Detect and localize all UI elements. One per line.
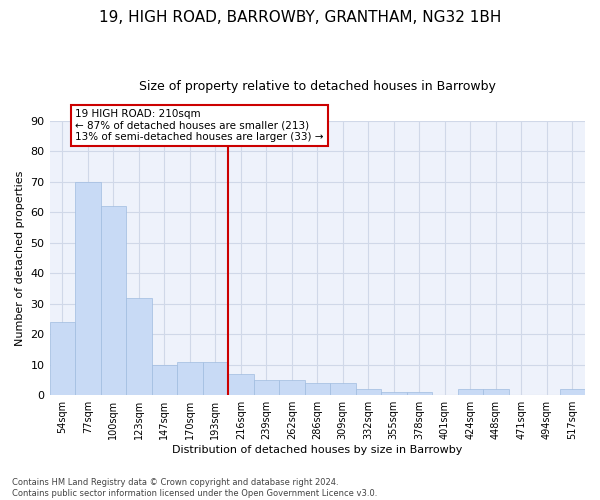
Bar bbox=[279, 380, 305, 395]
Bar bbox=[254, 380, 279, 395]
Bar bbox=[177, 362, 203, 395]
Bar bbox=[101, 206, 126, 395]
Bar bbox=[560, 389, 585, 395]
Bar bbox=[152, 364, 177, 395]
X-axis label: Distribution of detached houses by size in Barrowby: Distribution of detached houses by size … bbox=[172, 445, 463, 455]
Text: 19, HIGH ROAD, BARROWBY, GRANTHAM, NG32 1BH: 19, HIGH ROAD, BARROWBY, GRANTHAM, NG32 … bbox=[99, 10, 501, 25]
Bar bbox=[483, 389, 509, 395]
Bar bbox=[228, 374, 254, 395]
Bar bbox=[381, 392, 407, 395]
Bar bbox=[50, 322, 75, 395]
Y-axis label: Number of detached properties: Number of detached properties bbox=[15, 170, 25, 346]
Text: Contains HM Land Registry data © Crown copyright and database right 2024.
Contai: Contains HM Land Registry data © Crown c… bbox=[12, 478, 377, 498]
Title: Size of property relative to detached houses in Barrowby: Size of property relative to detached ho… bbox=[139, 80, 496, 93]
Bar bbox=[203, 362, 228, 395]
Bar bbox=[407, 392, 432, 395]
Bar bbox=[75, 182, 101, 395]
Text: 19 HIGH ROAD: 210sqm
← 87% of detached houses are smaller (213)
13% of semi-deta: 19 HIGH ROAD: 210sqm ← 87% of detached h… bbox=[75, 108, 323, 142]
Bar bbox=[356, 389, 381, 395]
Bar bbox=[126, 298, 152, 395]
Bar bbox=[458, 389, 483, 395]
Bar bbox=[305, 383, 330, 395]
Bar bbox=[330, 383, 356, 395]
